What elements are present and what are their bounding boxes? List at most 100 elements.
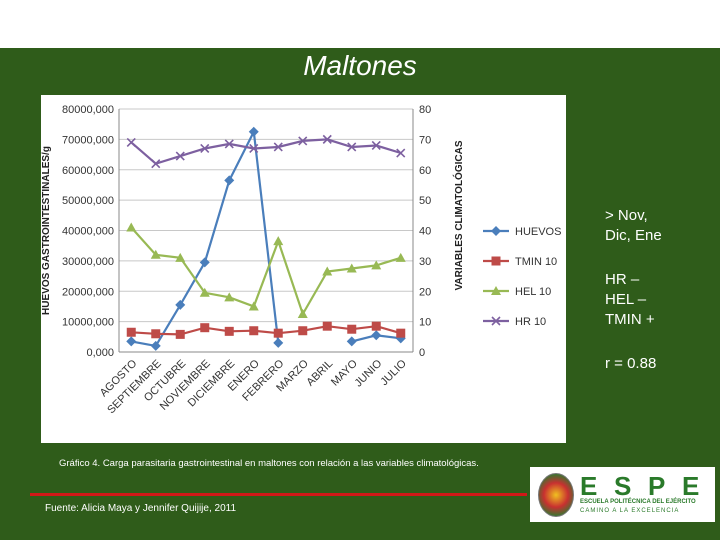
series-line-hr-10 bbox=[130, 138, 402, 165]
data-point-huevos bbox=[126, 336, 137, 347]
data-point-hr-10 bbox=[322, 134, 332, 144]
data-point-hel-10 bbox=[199, 287, 210, 297]
data-point-hel-10 bbox=[126, 222, 137, 232]
data-point-legend-huevos bbox=[491, 226, 501, 236]
y-left-tick-label: 80000,000 bbox=[62, 104, 114, 116]
data-point-tmin-10 bbox=[371, 321, 381, 331]
x-tick-label: JULIO bbox=[378, 357, 409, 388]
data-point-hr-10 bbox=[298, 136, 308, 146]
data-point-hel-10 bbox=[224, 292, 235, 302]
y-left-tick-label: 40000,000 bbox=[62, 226, 114, 238]
y-right-tick-label: 40 bbox=[419, 226, 431, 238]
legend-label: HR 10 bbox=[515, 316, 546, 328]
logo-line-1: ESCUELA POLITÉCNICA DEL EJÉRCITO bbox=[580, 499, 696, 505]
data-point-hel-10 bbox=[395, 252, 406, 262]
data-point-tmin-10 bbox=[273, 328, 283, 338]
series-line-huevos bbox=[131, 128, 401, 348]
espe-logo: E S P E ESCUELA POLITÉCNICA DEL EJÉRCITO… bbox=[530, 467, 715, 522]
data-point-huevos bbox=[346, 336, 357, 347]
y-right-axis-title: VARIABLES CLIMATOLÓGICAS bbox=[452, 140, 465, 290]
line-chart: 0,000 10000,000 20000,000 30000,000 40000,00… bbox=[41, 104, 561, 416]
note-correlation-signs: HR – HEL – TMIN + bbox=[605, 271, 655, 328]
data-point-hr-10 bbox=[371, 140, 381, 151]
y-right-tick-label: 80 bbox=[419, 104, 431, 116]
data-point-hr-10 bbox=[151, 159, 161, 169]
data-point-tmin-10 bbox=[126, 327, 136, 337]
data-point-legend-hr-10 bbox=[491, 316, 501, 326]
logo-line-2: CAMINO A LA EXCELENCIA bbox=[580, 508, 680, 514]
data-point-tmin-10 bbox=[322, 321, 332, 331]
y-right-tick-label: 0 bbox=[419, 347, 425, 359]
y-right-tick-label: 20 bbox=[419, 286, 431, 298]
data-point-huevos bbox=[371, 330, 382, 341]
y-left-tick-label: 10000,000 bbox=[62, 317, 114, 329]
data-point-hel-10 bbox=[297, 309, 308, 319]
data-point-huevos bbox=[150, 340, 161, 351]
data-point-hel-10 bbox=[150, 249, 161, 259]
data-point-hel-10 bbox=[371, 260, 382, 270]
data-point-hr-10 bbox=[273, 142, 283, 152]
figure-caption: Gráfico 4. Carga parasitaria gastrointes… bbox=[59, 458, 479, 469]
data-point-huevos bbox=[248, 126, 259, 137]
y-left-tick-label: 0,000 bbox=[86, 347, 114, 359]
data-point-legend-tmin-10 bbox=[491, 256, 501, 266]
data-point-hr-10 bbox=[347, 142, 357, 152]
y-right-tick-label: 30 bbox=[419, 256, 431, 268]
y-left-tick-label: 60000,000 bbox=[62, 165, 114, 177]
notes-panel: > Nov, Dic, Ene HR – HEL – TMIN + r = 0.… bbox=[605, 206, 715, 398]
legend-label: HEL 10 bbox=[515, 286, 551, 298]
data-point-huevos bbox=[175, 299, 186, 310]
y-right-tick-label: 60 bbox=[419, 165, 431, 177]
data-point-hr-10 bbox=[175, 151, 185, 161]
y-right-tick-label: 70 bbox=[419, 134, 431, 146]
y-right-tick-label: 50 bbox=[419, 195, 431, 207]
seal-icon bbox=[538, 473, 574, 517]
legend-label: HUEVOS bbox=[515, 226, 561, 238]
slide-title: Maltones bbox=[303, 50, 417, 81]
y-left-tick-label: 30000,000 bbox=[62, 256, 114, 268]
data-point-hel-10 bbox=[273, 236, 284, 246]
y-left-axis-title: HUEVOS GASTROINTESTINALES/g bbox=[41, 146, 52, 315]
note-months: > Nov, Dic, Ene bbox=[605, 207, 662, 244]
red-divider bbox=[30, 493, 527, 496]
data-point-hel-10 bbox=[346, 263, 357, 273]
logo-letter: E bbox=[580, 471, 598, 501]
series-line-tmin-10 bbox=[131, 325, 402, 336]
data-point-huevos bbox=[395, 333, 406, 344]
logo-letter: S bbox=[614, 471, 632, 501]
data-point-hr-10 bbox=[200, 143, 210, 154]
data-point-tmin-10 bbox=[347, 324, 357, 334]
note-r-value: r = 0.88 bbox=[605, 355, 657, 372]
y-left-tick-label: 50000,000 bbox=[62, 195, 114, 207]
data-point-tmin-10 bbox=[151, 329, 161, 339]
data-point-tmin-10 bbox=[298, 326, 308, 336]
data-point-tmin-10 bbox=[396, 328, 406, 338]
data-point-hr-10 bbox=[396, 148, 406, 158]
y-left-tick-label: 70000,000 bbox=[62, 134, 114, 146]
data-point-hr-10 bbox=[249, 143, 259, 154]
data-point-huevos bbox=[224, 175, 235, 186]
data-point-hr-10 bbox=[224, 139, 234, 149]
data-point-tmin-10 bbox=[175, 329, 185, 339]
data-point-hel-10 bbox=[248, 301, 259, 311]
x-tick-label: ABRIL bbox=[304, 358, 335, 389]
series-line-hel-10 bbox=[130, 226, 402, 317]
y-right-tick-label: 10 bbox=[419, 317, 431, 329]
data-point-huevos bbox=[273, 337, 284, 348]
data-point-tmin-10 bbox=[224, 326, 234, 336]
data-point-hr-10 bbox=[126, 137, 136, 147]
y-left-tick-label: 20000,000 bbox=[62, 286, 114, 298]
x-tick-label: JUNIO bbox=[353, 357, 385, 389]
figure-source: Fuente: Alicia Maya y Jennifer Quijije, … bbox=[45, 503, 237, 514]
data-point-legend-hel-10 bbox=[491, 286, 501, 295]
chart-panel: 0,000 10000,000 20000,000 30000,000 40000,00… bbox=[41, 95, 566, 443]
data-point-tmin-10 bbox=[249, 326, 259, 336]
data-point-huevos bbox=[199, 257, 210, 268]
data-point-hel-10 bbox=[175, 252, 186, 262]
legend-label: TMIN 10 bbox=[515, 256, 557, 268]
logo-letter: E bbox=[682, 471, 700, 501]
logo-letter: P bbox=[648, 471, 666, 501]
data-point-hel-10 bbox=[322, 266, 333, 276]
data-point-tmin-10 bbox=[200, 323, 210, 333]
